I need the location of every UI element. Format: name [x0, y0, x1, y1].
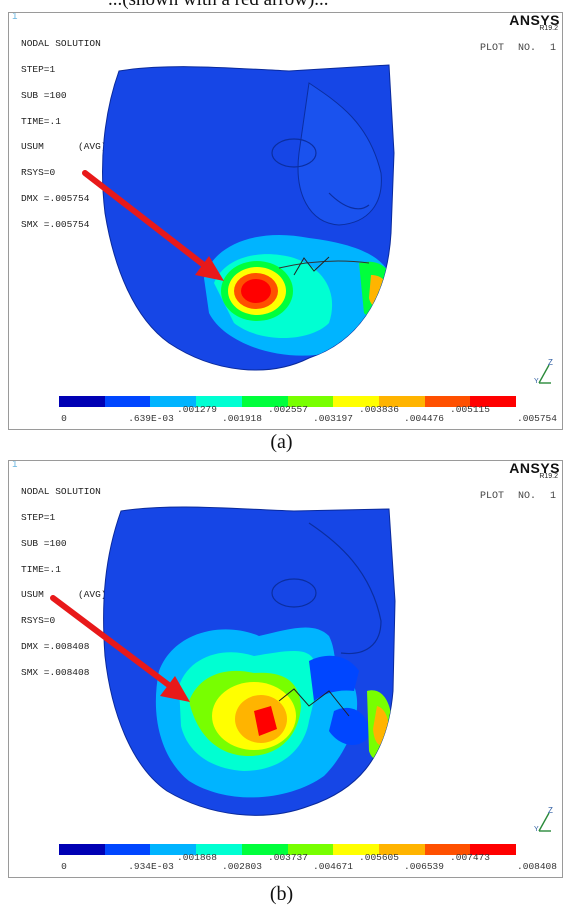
info-line: DMX =.008408: [21, 640, 90, 652]
solution-info: NODAL SOLUTION STEP=1 SUB =100 TIME=.1 U…: [21, 471, 107, 694]
info-line: RSYS=0: [21, 167, 56, 179]
legend-swatch: [424, 844, 471, 855]
nose-region: [297, 82, 382, 226]
legend-label: .934E-03: [128, 861, 174, 872]
legend-swatch: [470, 396, 517, 407]
legend-swatch: [241, 844, 288, 855]
legend-label: .005754: [517, 413, 557, 424]
plot-number: PLOT NO. 1: [480, 43, 556, 54]
legend-label: .006539: [404, 861, 444, 872]
window-number: 1: [12, 12, 18, 22]
plot-number-label: PLOT NO.: [479, 491, 536, 502]
legend-swatch: [241, 396, 288, 407]
brand-name: ANSYS: [509, 460, 560, 476]
legend-label: .639E-03: [128, 413, 174, 424]
ansys-logo: ANSYS R19.2: [509, 460, 560, 480]
info-line: USUM (AVG): [21, 589, 107, 601]
plot-number-value: 1: [549, 43, 556, 54]
svg-text:Y: Y: [534, 378, 539, 385]
brand-version: R19.2: [539, 25, 558, 32]
legend-swatch: [333, 396, 379, 407]
svg-text:Z: Z: [548, 807, 553, 815]
info-line: TIME=.1: [21, 115, 61, 127]
legend-swatch: [59, 396, 105, 407]
plot-number: PLOT NO. 1: [480, 491, 556, 502]
legend-swatch: [470, 844, 517, 855]
info-line: USUM (AVG): [21, 141, 107, 153]
face-mesh-model: [50, 506, 396, 816]
window-number: 1: [12, 460, 18, 470]
annotation-arrow: [82, 170, 224, 281]
plot-number-value: 1: [549, 491, 556, 502]
svg-text:Z: Z: [548, 359, 553, 367]
info-line: SMX =.008408: [21, 666, 90, 678]
face-mesh-model: [82, 64, 395, 371]
caption-fragment-text: ...(shown with a red arrow)...: [108, 0, 329, 11]
legend-swatch: [150, 396, 197, 407]
axis-triad-icon: Z Y: [534, 359, 553, 385]
figure-caption-a: (a): [270, 431, 293, 453]
info-line: NODAL SOLUTION: [21, 38, 101, 50]
figure-caption-b: (b): [269, 883, 294, 905]
legend-label: .004476: [404, 413, 444, 424]
legend-label: .003197: [313, 413, 353, 424]
info-line: SUB =100: [21, 537, 67, 549]
brand-version: R19.2: [539, 473, 558, 480]
contour-legend-bar: [59, 844, 517, 855]
brand-name: ANSYS: [509, 12, 560, 28]
legend-swatch: [287, 844, 334, 855]
solution-info: NODAL SOLUTION STEP=1 SUB =100 TIME=.1 U…: [21, 23, 107, 246]
legend-label: .001918: [222, 413, 262, 424]
caption-fragment: ...(shown with a red arrow)...: [0, 0, 563, 12]
ansys-plot-panel-a: 1 NODAL SOLUTION STEP=1 SUB =100 TIME=.1…: [8, 12, 563, 430]
legend-label: .004671: [313, 861, 353, 872]
legend-swatch: [196, 396, 242, 407]
info-line: TIME=.1: [21, 563, 61, 575]
legend-swatch: [287, 396, 334, 407]
contour-legend-bar: [59, 396, 517, 407]
info-line: DMX =.005754: [21, 192, 90, 204]
legend-swatch: [150, 844, 197, 855]
info-line: SMX =.005754: [21, 218, 90, 230]
info-line: STEP=1: [21, 511, 56, 523]
ansys-plot-panel-b: 1 NODAL SOLUTION STEP=1 SUB =100 TIME=.1…: [8, 460, 563, 878]
annotation-arrow: [50, 595, 190, 702]
info-line: RSYS=0: [21, 615, 56, 627]
info-line: SUB =100: [21, 89, 67, 101]
axis-triad-icon: Z Y: [534, 807, 553, 833]
ansys-logo: ANSYS R19.2: [509, 12, 560, 32]
legend-label: 0: [61, 861, 67, 872]
legend-swatch: [104, 396, 151, 407]
legend-swatch: [196, 844, 242, 855]
legend-label: 0: [61, 413, 67, 424]
info-line: NODAL SOLUTION: [21, 486, 101, 498]
legend-swatch: [378, 844, 425, 855]
legend-label: .008408: [517, 861, 557, 872]
legend-swatch: [59, 844, 105, 855]
legend-swatch: [104, 844, 151, 855]
legend-swatch: [424, 396, 471, 407]
plot-number-label: PLOT NO.: [479, 43, 536, 54]
svg-text:Y: Y: [534, 826, 539, 833]
info-line: STEP=1: [21, 63, 56, 75]
legend-label: .002803: [222, 861, 262, 872]
legend-swatch: [378, 396, 425, 407]
legend-swatch: [333, 844, 379, 855]
